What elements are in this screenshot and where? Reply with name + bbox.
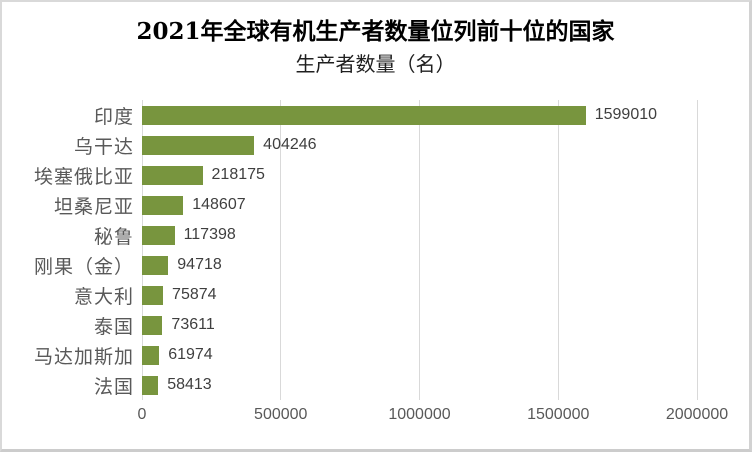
x-tick-label: 1500000 bbox=[527, 406, 590, 423]
category-label: 法国 bbox=[93, 375, 134, 398]
bar-row: 218175 bbox=[142, 160, 697, 190]
value-axis: 0 500000 1000000 1500000 2000000 bbox=[138, 406, 729, 430]
bar-row: 94718 bbox=[142, 250, 697, 280]
bar-row: 58413 bbox=[142, 370, 697, 400]
category-label: 秘鲁 bbox=[93, 225, 134, 248]
gridline bbox=[419, 100, 420, 400]
bar-row: 148607 bbox=[142, 190, 697, 220]
bar bbox=[142, 135, 255, 155]
value-label: 61974 bbox=[168, 346, 213, 363]
bar-series: 1599010 404246 218175 148607 117398 94718 7587… bbox=[142, 100, 697, 400]
value-label: 218175 bbox=[211, 166, 265, 183]
value-label: 58413 bbox=[167, 376, 212, 393]
value-label: 404246 bbox=[263, 136, 317, 153]
bar bbox=[142, 105, 586, 125]
gridline bbox=[696, 100, 698, 400]
category-label: 刚果（金） bbox=[33, 255, 134, 278]
category-label: 印度 bbox=[93, 105, 134, 128]
value-axis-line bbox=[141, 100, 143, 400]
bar-row: 61974 bbox=[142, 340, 697, 370]
value-label: 73611 bbox=[171, 316, 215, 333]
bar bbox=[142, 165, 203, 185]
bar bbox=[142, 345, 160, 365]
value-label: 117398 bbox=[183, 226, 236, 243]
bar-row: 73611 bbox=[142, 310, 697, 340]
x-tick-label: 1000000 bbox=[388, 406, 451, 423]
x-tick-label: 2000000 bbox=[665, 406, 729, 423]
category-axis: 印度乌干达埃塞俄比亚坦桑尼亚秘鲁刚果（金） 意大利泰国马达加斯加法国 bbox=[2, 100, 134, 400]
category-label: 泰国 bbox=[93, 315, 134, 338]
bar bbox=[142, 375, 159, 395]
gridline bbox=[280, 100, 282, 400]
value-label: 1599010 bbox=[594, 106, 658, 123]
bar bbox=[142, 285, 164, 305]
bar bbox=[142, 225, 175, 245]
chart-subtitle: 生产者数量（名） bbox=[295, 52, 456, 76]
x-tick-label: 500000 bbox=[254, 406, 308, 423]
value-label: 148607 bbox=[192, 196, 246, 213]
category-label: 乌干达 bbox=[73, 135, 134, 158]
value-label: 94718 bbox=[177, 256, 222, 273]
gridline bbox=[557, 100, 559, 400]
category-label: 埃塞俄比亚 bbox=[33, 165, 134, 188]
bar-row: 1599010 bbox=[142, 100, 697, 130]
category-label: 马达加斯加 bbox=[33, 345, 134, 368]
x-tick-label: 0 bbox=[137, 406, 147, 423]
bar bbox=[142, 195, 184, 215]
bar-row: 404246 bbox=[142, 130, 697, 160]
bar bbox=[142, 255, 169, 275]
value-label: 75874 bbox=[172, 286, 217, 303]
bar-row: 75874 bbox=[142, 280, 697, 310]
chart-title: 2021年全球有机生产者数量位列前十位的国家 bbox=[136, 18, 615, 45]
bar-row: 117398 bbox=[142, 220, 697, 250]
category-label: 意大利 bbox=[73, 285, 134, 308]
category-label: 坦桑尼亚 bbox=[53, 195, 134, 218]
bar bbox=[142, 315, 163, 335]
plot-area: 1599010 404246 218175 148607 117398 94718 7587… bbox=[141, 100, 698, 400]
